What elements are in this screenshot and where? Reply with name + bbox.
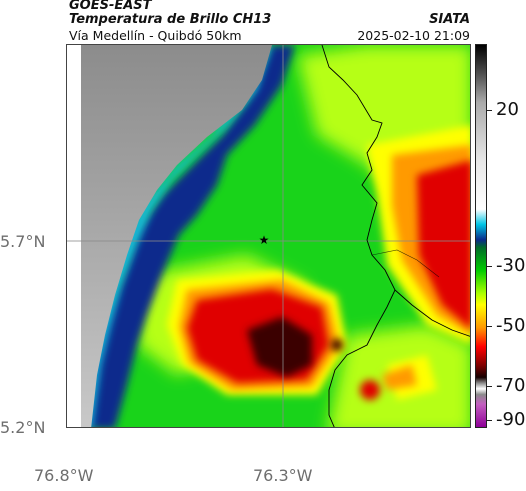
colorbar-label-20: 20 <box>496 99 519 120</box>
map-panel[interactable]: ★ <box>66 44 471 428</box>
colorbar-label-minus70: -70 <box>496 375 526 396</box>
colorbar-label-minus50: -50 <box>496 315 526 336</box>
cloud-field-deep-blue <box>81 45 295 427</box>
outside-data-area-left <box>67 45 81 427</box>
colorbar-tick <box>487 266 492 267</box>
lon-label-76.3: 76.3°W <box>253 466 313 485</box>
colorbar-label-minus90: -90 <box>496 409 526 430</box>
colorbar-tick <box>487 386 492 387</box>
cloud-field-warm-surface <box>81 45 272 427</box>
location-star-icon: ★ <box>259 233 270 247</box>
brightness-temperature-map: ★ <box>67 45 470 427</box>
cloud-field-dark-red <box>247 317 343 377</box>
satellite-name: GOES-EAST <box>69 0 152 13</box>
organization-label: SIATA <box>429 12 470 27</box>
temperature-colorbar <box>475 44 487 428</box>
colorbar-tick <box>487 420 492 421</box>
colorbar-label-minus30: -30 <box>496 255 526 276</box>
product-title: Temperatura de Brillo CH13 <box>69 12 272 27</box>
region-label: Vía Medellín - Quibdó 50km <box>69 28 242 43</box>
lat-label-5.7: 5.7°N <box>0 232 46 251</box>
department-border <box>321 45 396 427</box>
colorbar-tick <box>487 110 492 111</box>
lon-label-76.8: 76.8°W <box>34 466 94 485</box>
lat-label-5.2: 5.2°N <box>0 418 46 437</box>
municipal-border <box>371 249 440 278</box>
timestamp-label: 2025-02-10 21:09 <box>357 28 470 43</box>
department-border-east <box>394 289 470 337</box>
colorbar-tick <box>487 326 492 327</box>
